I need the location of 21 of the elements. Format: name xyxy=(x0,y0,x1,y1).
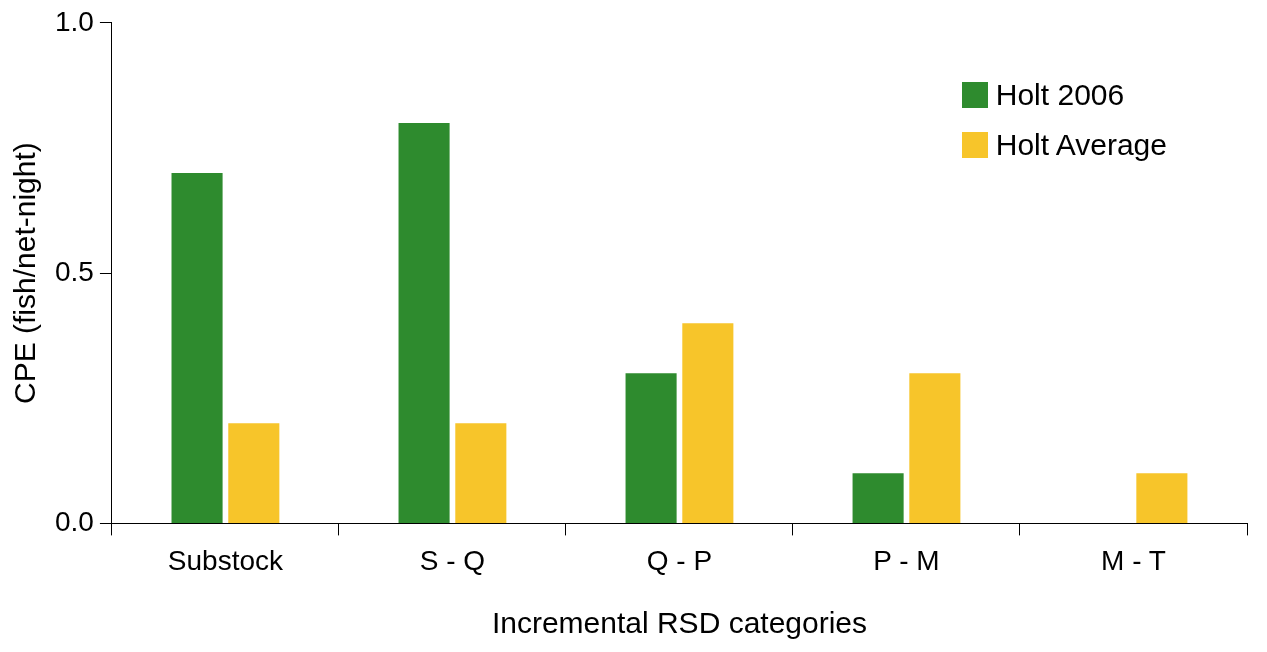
x-axis-title: Incremental RSD categories xyxy=(491,606,868,640)
x-tick-label: Q - P xyxy=(646,544,713,576)
bar xyxy=(625,373,677,523)
bar xyxy=(398,122,450,523)
x-tick-label: S - Q xyxy=(419,544,486,576)
x-tick-label: M - T xyxy=(1101,544,1166,576)
y-axis-title: CPE (fish/net-night) xyxy=(8,142,42,404)
bar xyxy=(455,423,507,523)
y-tick-label: 0.0 xyxy=(54,506,94,538)
legend-label: Holt 2006 xyxy=(995,78,1125,112)
bar xyxy=(1136,473,1188,523)
bar xyxy=(852,473,904,523)
bar xyxy=(909,373,961,523)
bar xyxy=(228,423,280,523)
bar xyxy=(682,323,734,523)
legend-label: Holt Average xyxy=(995,128,1167,162)
x-tick-label: P - M xyxy=(873,544,940,576)
bar xyxy=(171,172,223,523)
y-tick-label: 0.5 xyxy=(54,255,94,287)
x-tick-label: Substock xyxy=(167,544,285,576)
y-tick-label: 1.0 xyxy=(54,5,94,37)
